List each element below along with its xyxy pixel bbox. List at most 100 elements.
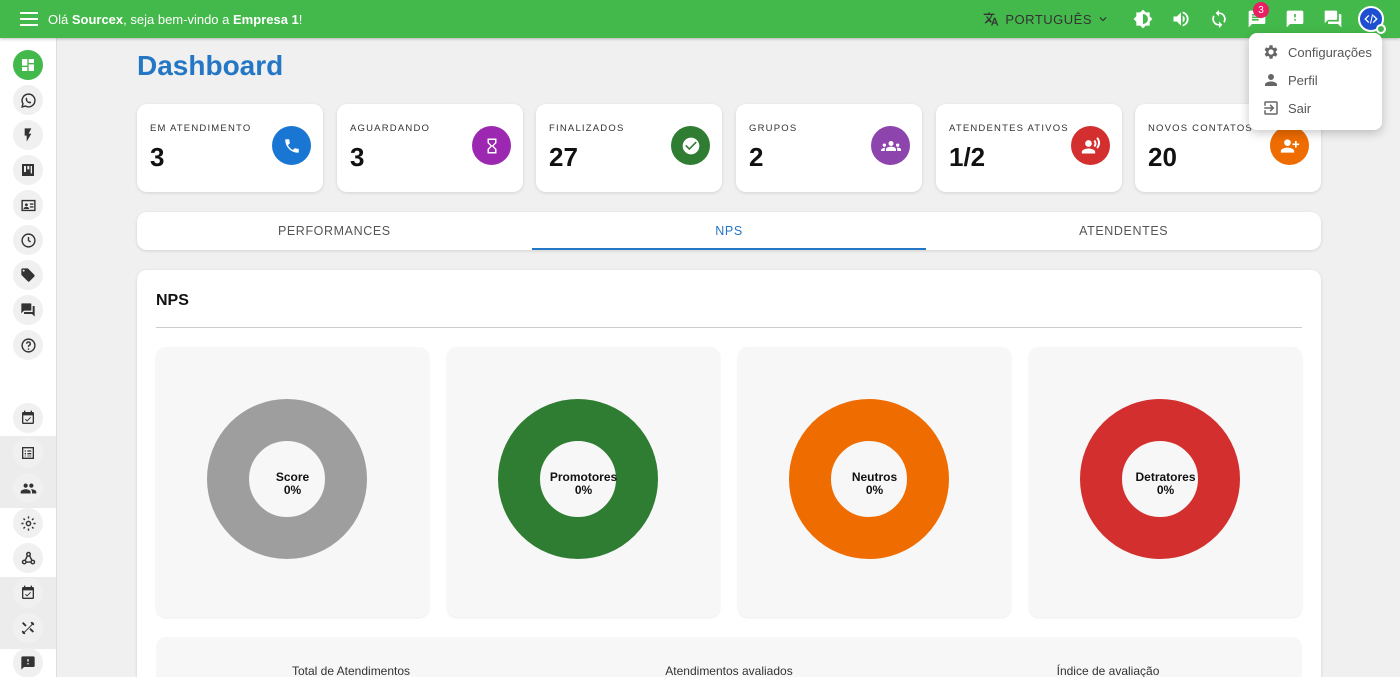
online-status-dot <box>1376 24 1386 34</box>
stat-label: GRUPOS <box>749 123 798 134</box>
tab-performances[interactable]: PERFORMANCES <box>277 224 391 238</box>
greeting: Olá Sourcex, seja bem-vindo a Empresa 1! <box>48 11 303 27</box>
code-icon <box>1364 14 1378 24</box>
tools-icon <box>21 621 35 635</box>
stat-card-grupos: GRUPOS 2 <box>736 104 922 192</box>
divider <box>156 327 1302 328</box>
hourglass-icon <box>472 126 511 165</box>
menu-item-perfil[interactable]: Perfil <box>1249 66 1382 94</box>
feedback-icon <box>21 656 35 670</box>
help-icon <box>20 337 36 353</box>
whatsapp-icon <box>20 92 36 108</box>
stat-value: 20 <box>1148 142 1177 172</box>
nps-panel: NPS Score 0% Promotores 0% Neutros 0% Detra… <box>137 270 1321 677</box>
chevron-down-icon <box>1099 17 1107 22</box>
sidebar-item-internal-chat[interactable] <box>13 295 43 325</box>
donut-title: Promotores <box>549 470 618 484</box>
nps-score-card: Score 0% <box>156 347 429 617</box>
refresh-button[interactable] <box>1200 0 1238 38</box>
neutros-donut-ring <box>789 399 949 559</box>
menu-icon[interactable] <box>18 8 40 30</box>
sidebar-item-users[interactable] <box>13 473 43 503</box>
nps-promotores-card: Promotores 0% <box>447 347 720 617</box>
avatar <box>1358 6 1386 34</box>
internal-chat-button[interactable] <box>1314 0 1352 38</box>
nps-summary: Total de Atendimentos Atendimentos avali… <box>156 637 1302 677</box>
list-icon <box>22 447 34 459</box>
user-avatar-button[interactable] <box>1352 0 1390 38</box>
score-donut-chart <box>207 399 367 559</box>
stat-card-atendentes-ativos: ATENDENTES ATIVOS 1/2 <box>936 104 1122 192</box>
clock-icon <box>20 232 36 248</box>
language-selector[interactable]: PORTUGUÊS <box>983 11 1116 27</box>
stat-card-finalizados: FINALIZADOS 27 <box>536 104 722 192</box>
stat-value: 2 <box>749 142 764 172</box>
stat-card-aguardando: AGUARDANDO 3 <box>337 104 523 192</box>
volume-icon <box>1173 11 1189 27</box>
forum-icon <box>21 303 35 317</box>
contact-card-icon <box>20 199 36 211</box>
neutros-donut-chart <box>789 399 949 559</box>
stat-value: 1/2 <box>949 142 986 172</box>
theme-toggle-button[interactable] <box>1124 0 1162 38</box>
person-icon <box>1265 74 1277 86</box>
phone-icon <box>272 126 311 165</box>
donut-label: Score 0% <box>156 471 429 497</box>
groups-icon <box>871 126 910 165</box>
stat-value: 3 <box>150 142 165 172</box>
sidebar-item-contacts[interactable] <box>13 190 43 220</box>
forum-icon <box>1324 10 1342 28</box>
menu-item-label: Sair <box>1288 100 1312 116</box>
sidebar-item-announcements[interactable] <box>13 648 43 677</box>
sidebar-item-whatsapp[interactable] <box>13 85 43 115</box>
detratores-donut-chart <box>1080 399 1240 559</box>
donut-label: Neutros 0% <box>738 471 1011 497</box>
greeting-user: Sourcex <box>71 11 124 27</box>
donut-value: 0% <box>283 483 302 497</box>
stat-label: NOVOS CONTATOS <box>1148 123 1253 134</box>
sidebar-item-list[interactable] <box>13 438 43 468</box>
sidebar-item-integrations[interactable] <box>13 613 43 643</box>
sidebar-item-calendar[interactable] <box>13 578 43 608</box>
check-circle-icon <box>671 126 710 165</box>
sidebar-item-campaigns[interactable] <box>13 403 43 433</box>
webhook-icon <box>21 551 35 565</box>
record-voice-icon <box>1071 126 1110 165</box>
sidebar-item-tags[interactable] <box>13 260 43 290</box>
sidebar-item-webhooks[interactable] <box>13 543 43 573</box>
promotores-donut-ring <box>498 399 658 559</box>
stat-label: FINALIZADOS <box>549 123 625 134</box>
detratores-donut-ring <box>1080 399 1240 559</box>
translate-icon <box>984 12 999 26</box>
sidebar-item-dashboard[interactable] <box>13 50 43 80</box>
tab-nps[interactable]: NPS <box>531 212 927 250</box>
sidebar <box>0 38 57 677</box>
nps-panel-title: NPS <box>156 292 189 309</box>
menu-item-configuracoes[interactable]: Configurações <box>1249 38 1382 66</box>
sync-icon <box>1212 9 1226 29</box>
kanban-icon <box>22 164 34 176</box>
dashboard-tabs: PERFORMANCES NPS ATENDENTES <box>137 212 1321 250</box>
chat-notifications-button[interactable]: 3 <box>1238 0 1276 38</box>
announcements-button[interactable] <box>1276 0 1314 38</box>
person-add-icon <box>1270 126 1309 165</box>
sidebar-item-settings[interactable] <box>13 508 43 538</box>
sidebar-item-help[interactable] <box>13 330 43 360</box>
volume-button[interactable] <box>1162 0 1200 38</box>
stat-label: AGUARDANDO <box>350 123 431 134</box>
stat-value: 3 <box>350 142 365 172</box>
sidebar-item-kanban[interactable] <box>13 155 43 185</box>
sidebar-item-schedules[interactable] <box>13 225 43 255</box>
donut-title: Neutros <box>851 470 898 484</box>
page-title: Dashboard <box>137 50 284 81</box>
summary-total-atendimentos: Total de Atendimentos <box>291 664 411 677</box>
donut-value: 0% <box>1156 483 1175 497</box>
nps-neutros-card: Neutros 0% <box>738 347 1011 617</box>
notification-badge: 3 <box>1253 2 1269 18</box>
brightness-icon <box>1133 9 1153 29</box>
sidebar-item-quick-replies[interactable] <box>13 120 43 150</box>
tab-atendentes[interactable]: ATENDENTES <box>1079 224 1169 238</box>
logout-icon <box>1264 101 1278 115</box>
summary-atendimentos-avaliados: Atendimentos avaliados <box>665 664 793 677</box>
menu-item-sair[interactable]: Sair <box>1249 94 1382 122</box>
